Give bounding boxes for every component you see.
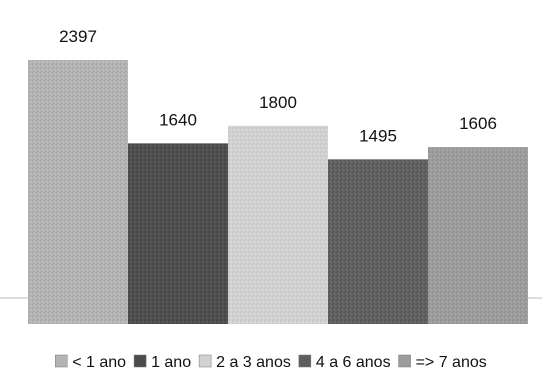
legend-swatch: [398, 354, 411, 368]
legend-label: 4 a 6 anos: [316, 354, 391, 371]
legend-item-2-a-3-anos: 2 a 3 anos: [198, 354, 291, 371]
value-label-1-ano: 2397: [59, 27, 97, 46]
legend-label: 1 ano: [151, 354, 191, 371]
legend-swatch: [54, 354, 68, 368]
bars-layer: [28, 60, 528, 324]
bar-texture: [428, 147, 528, 324]
legend-label: => 7 anos: [416, 354, 487, 371]
legend-swatch: [298, 354, 312, 368]
value-label-1-ano: 1640: [159, 110, 197, 129]
legend: < 1 ano 1 ano 2 a 3 anos 4 a 6 anos => 7 ano…: [54, 354, 487, 371]
legend-label: < 1 ano: [72, 354, 126, 371]
value-labels: 2397 1640 1800 1495 1606: [59, 27, 497, 145]
legend-item-1-ano: 1 ano: [133, 354, 191, 371]
legend-swatch: [133, 354, 147, 368]
bar-texture: [28, 60, 128, 324]
legend-item-7-anos: => 7 anos: [398, 354, 487, 371]
value-label-7-anos: 1606: [459, 114, 497, 133]
legend-item-1-ano: < 1 ano: [54, 354, 126, 371]
legend-item-4-a-6-anos: 4 a 6 anos: [298, 354, 391, 371]
legend-label: 2 a 3 anos: [216, 354, 291, 371]
legend-swatch: [198, 354, 212, 368]
bar-texture: [228, 125, 328, 324]
bar-texture: [328, 159, 428, 324]
value-label-2-a-3-anos: 1800: [259, 93, 297, 112]
bar-texture: [128, 143, 228, 324]
value-label-4-a-6-anos: 1495: [359, 126, 397, 145]
